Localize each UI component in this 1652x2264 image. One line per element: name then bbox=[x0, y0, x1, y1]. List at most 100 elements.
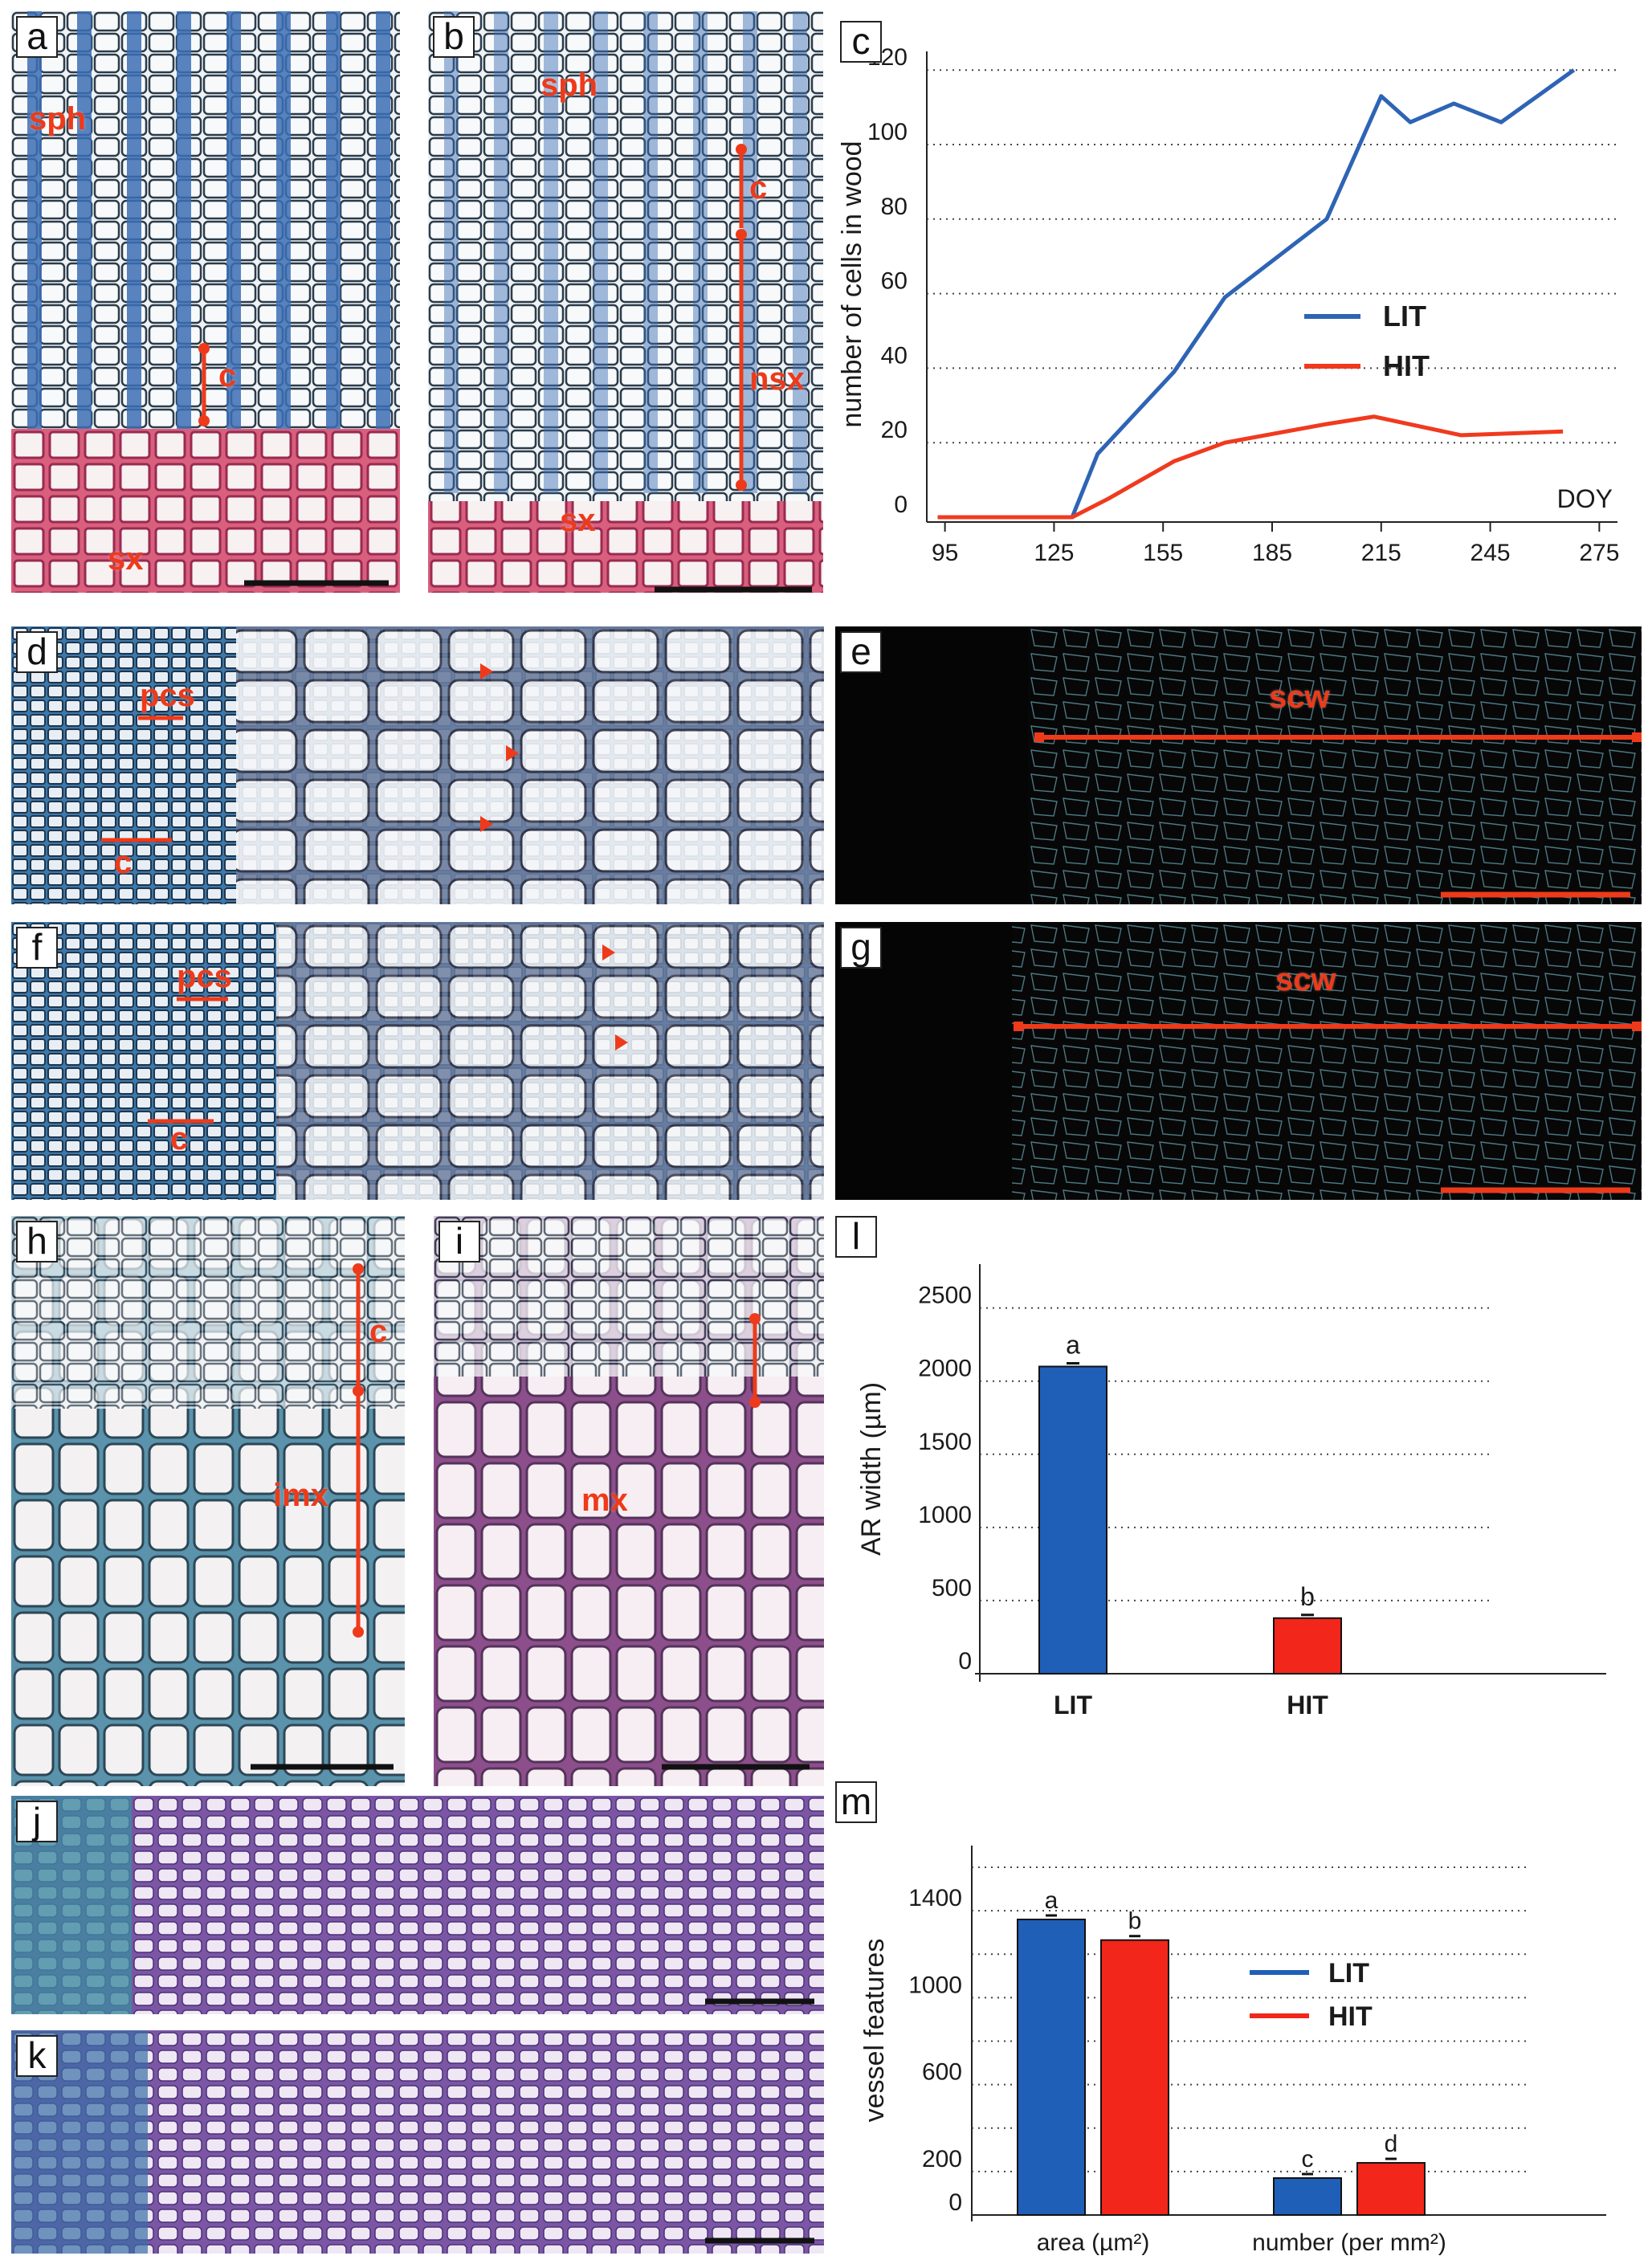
significance-letter: d bbox=[1385, 2131, 1398, 2157]
micrograph-g: g scw bbox=[835, 922, 1642, 1200]
y-tick-label: 0 bbox=[958, 1648, 972, 1675]
y-tick-label: 1000 bbox=[918, 1502, 972, 1528]
annotation-imx: imx bbox=[273, 1478, 328, 1513]
y-tick-label: 200 bbox=[922, 2146, 962, 2172]
y-tick-label: 0 bbox=[894, 492, 908, 518]
annotation-c: c bbox=[218, 358, 237, 394]
annotation-c: c bbox=[170, 1121, 189, 1156]
annotation-c: c bbox=[114, 845, 133, 880]
y-tick-label: 80 bbox=[881, 194, 908, 220]
annotation-marks-e bbox=[1034, 732, 1642, 898]
panel-label-f: f bbox=[16, 927, 58, 969]
bar-chart-m: 0 200 600 1000 1400 vessel features a b area (µm… bbox=[859, 1846, 1606, 2256]
x-tick-label: 155 bbox=[1143, 540, 1183, 566]
significance-letter: a bbox=[1066, 1331, 1080, 1360]
annotation-scw: scw bbox=[1269, 679, 1330, 715]
series-line-lit bbox=[937, 68, 1576, 520]
micrograph-i: i mx bbox=[434, 1216, 824, 1786]
panel-label-i: i bbox=[438, 1221, 480, 1263]
annotation-nsx: nsx bbox=[749, 361, 805, 397]
micrograph-a: a sph c sx bbox=[11, 11, 400, 593]
y-tick-label: 2000 bbox=[918, 1356, 972, 1382]
micrograph-h: h c imx bbox=[11, 1216, 405, 1786]
annotation-marks-b bbox=[655, 144, 812, 593]
y-tick-label: 100 bbox=[867, 119, 908, 145]
y-tick-label: 60 bbox=[881, 268, 908, 295]
y-axis-label: AR width (µm) bbox=[856, 1382, 887, 1556]
annotation-sph: sph bbox=[540, 67, 598, 103]
y-axis-label: number of cells in wood bbox=[837, 141, 867, 427]
annotation-c: c bbox=[749, 170, 768, 206]
micrograph-d: d pcs c bbox=[11, 626, 824, 904]
legend-label-hit: HIT bbox=[1383, 349, 1430, 382]
panel-label-g: g bbox=[840, 927, 882, 969]
panel-label-d: d bbox=[16, 631, 58, 673]
micrograph-f: f pcs c bbox=[11, 922, 824, 1200]
panel-label-j: j bbox=[16, 1801, 58, 1842]
chart-l: l 0 500 1000 1500 2000 2500 AR width (µm) a LIT b… bbox=[835, 1216, 1642, 1730]
scale-bar-k bbox=[705, 2237, 814, 2244]
legend-label-hit: HIT bbox=[1328, 2001, 1373, 2032]
bar-hit bbox=[1356, 2162, 1426, 2217]
bar-chart-l: 0 500 1000 1500 2000 2500 AR width (µm) a LIT b HI… bbox=[856, 1264, 1606, 1719]
legend-label-lit: LIT bbox=[1328, 1958, 1369, 1989]
y-tick-label: 0 bbox=[948, 2189, 962, 2216]
panel-label-l: l bbox=[835, 1216, 877, 1258]
panel-label-h: h bbox=[16, 1221, 58, 1263]
micrograph-j: j bbox=[11, 1796, 824, 2014]
y-tick-label: 1500 bbox=[918, 1429, 972, 1455]
annotation-marks-h bbox=[251, 1263, 394, 1770]
annotation-sx: sx bbox=[560, 503, 596, 538]
y-tick-label: 600 bbox=[922, 2059, 962, 2086]
bar-hit bbox=[1100, 1939, 1169, 2217]
annotation-marks-a bbox=[198, 343, 389, 586]
x-axis-label: DOY bbox=[1557, 484, 1613, 513]
panel-label-b: b bbox=[433, 16, 475, 58]
significance-letter: b bbox=[1300, 1582, 1315, 1611]
y-tick-label: 500 bbox=[932, 1575, 972, 1601]
annotation-marks-i bbox=[662, 1313, 810, 1770]
significance-letter: c bbox=[1302, 2146, 1314, 2172]
annotation-sph: sph bbox=[29, 101, 87, 137]
y-tick-label: 1400 bbox=[908, 1885, 962, 1911]
panel-label-m: m bbox=[835, 1781, 877, 1823]
panel-label-e: e bbox=[840, 631, 882, 673]
y-tick-label: 20 bbox=[881, 417, 908, 443]
panel-label-k: k bbox=[16, 2035, 58, 2077]
y-tick-label: 2500 bbox=[918, 1283, 972, 1309]
annotation-mx: mx bbox=[581, 1483, 628, 1518]
bar-lit bbox=[1017, 1919, 1086, 2216]
annotation-pcs: pcs bbox=[177, 959, 232, 994]
category-label: HIT bbox=[1287, 1691, 1328, 1719]
annotation-marks-g bbox=[1014, 1022, 1642, 1193]
chart-m: m 0 200 600 1000 1400 vessel features a b area (… bbox=[835, 1781, 1642, 2260]
series-line-hit bbox=[937, 414, 1564, 520]
x-tick-label: 275 bbox=[1579, 540, 1619, 566]
annotation-pcs: pcs bbox=[140, 678, 195, 713]
annotation-marks-d bbox=[101, 663, 519, 842]
scale-bar-j bbox=[705, 1998, 814, 2005]
x-tick-label: 185 bbox=[1252, 540, 1292, 566]
micrograph-k: k bbox=[11, 2030, 824, 2254]
micrograph-b: b sph c nsx sx bbox=[428, 11, 823, 593]
annotation-marks-f bbox=[148, 944, 628, 1124]
y-tick-label: 1000 bbox=[908, 1972, 962, 1998]
chart-c: c 0 20 40 60 80 100 120 95 125 155 185 215 245 275 DOY… bbox=[830, 11, 1642, 596]
micrograph-e: e scw bbox=[835, 626, 1642, 904]
bar-lit bbox=[1273, 2177, 1342, 2216]
annotation-scw: scw bbox=[1275, 962, 1336, 997]
category-label: LIT bbox=[1054, 1691, 1092, 1719]
x-tick-label: 125 bbox=[1034, 540, 1074, 566]
significance-letter: a bbox=[1045, 1887, 1059, 1914]
category-label: number (per mm²) bbox=[1252, 2229, 1446, 2256]
legend-label-lit: LIT bbox=[1383, 300, 1426, 332]
bar-hit bbox=[1273, 1617, 1342, 1675]
y-tick-label: 40 bbox=[881, 342, 908, 369]
panel-label-c: c bbox=[840, 21, 882, 63]
annotation-c: c bbox=[369, 1314, 388, 1349]
bar-lit bbox=[1038, 1365, 1107, 1675]
annotation-sx: sx bbox=[108, 541, 144, 577]
x-tick-label: 95 bbox=[932, 540, 958, 566]
x-tick-label: 215 bbox=[1361, 540, 1401, 566]
